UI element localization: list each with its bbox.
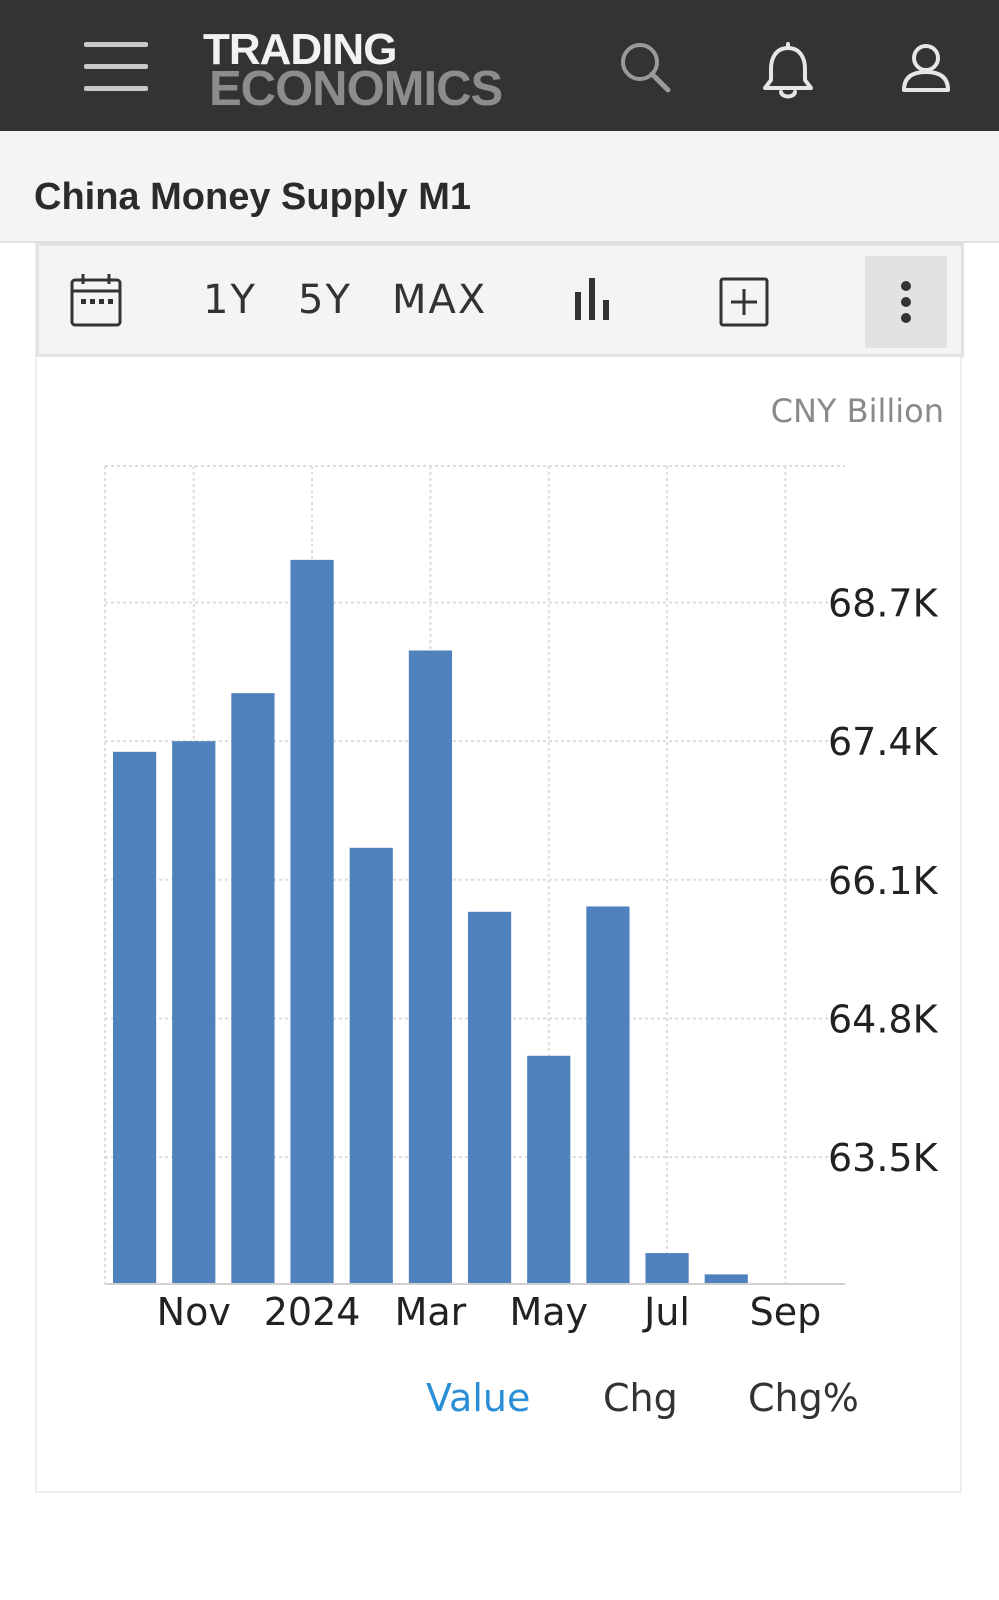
bar (467, 911, 512, 1284)
x-tick-label: Nov (157, 1290, 231, 1334)
y-tick-label: 64.8K (828, 997, 939, 1041)
user-icon[interactable] (898, 40, 954, 96)
more-vertical-icon[interactable] (865, 256, 947, 348)
bar-chart-icon[interactable] (571, 276, 615, 327)
add-box-icon[interactable] (719, 277, 769, 332)
bar-chart: 68.7K 67.4K 66.1K 64.8K 63.5K Nov 2024 Mar May Ju… (104, 465, 939, 1334)
tab-chg[interactable]: Chg (603, 1376, 678, 1420)
bar (586, 906, 630, 1284)
bar (704, 1274, 748, 1284)
x-tick-label: 2024 (264, 1290, 361, 1334)
tab-value[interactable]: Value (426, 1376, 531, 1420)
trading-economics-logo[interactable]: TRADING ECONOMICS (203, 28, 543, 118)
tab-chg-percent[interactable]: Chg% (748, 1376, 859, 1420)
range-5y-button[interactable]: 5Y (298, 277, 352, 323)
title-bar: China Money Supply M1 (0, 131, 999, 243)
bar (112, 751, 157, 1284)
bar (172, 741, 216, 1284)
unit-label: CNY Billion (770, 392, 944, 430)
x-tick-label: May (509, 1290, 588, 1334)
x-tick-label: Mar (395, 1290, 467, 1334)
x-tick-label: Jul (642, 1290, 690, 1334)
bell-icon[interactable] (760, 42, 816, 99)
top-navigation-bar: TRADING ECONOMICS (0, 0, 999, 131)
range-1y-button[interactable]: 1Y (203, 277, 257, 323)
y-tick-label: 63.5K (828, 1136, 939, 1180)
search-icon[interactable] (618, 40, 674, 96)
bar (231, 693, 275, 1284)
x-tick-label: Sep (750, 1290, 822, 1334)
bar (290, 559, 334, 1284)
bar (645, 1253, 689, 1284)
y-tick-label: 68.7K (828, 582, 939, 626)
bar (408, 650, 453, 1284)
page-title: China Money Supply M1 (34, 176, 472, 218)
chart-toolbar: 1Y 5Y MAX (36, 243, 964, 357)
bar (527, 1055, 571, 1284)
y-tick-label: 66.1K (828, 859, 939, 903)
y-tick-label: 67.4K (828, 720, 939, 764)
logo-line-1: TRADING (203, 25, 397, 74)
range-max-button[interactable]: MAX (392, 277, 488, 323)
menu-icon[interactable] (80, 38, 150, 96)
bar (349, 847, 393, 1284)
calendar-icon[interactable] (69, 272, 123, 333)
logo-line-2: ECONOMICS (209, 62, 503, 116)
